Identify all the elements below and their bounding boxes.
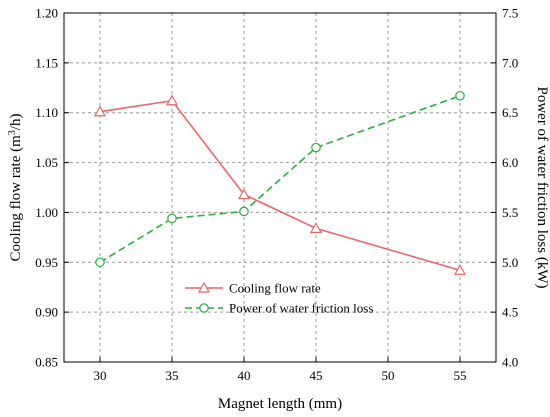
grid-lines xyxy=(64,13,496,362)
y-left-tick-label: 0.85 xyxy=(35,355,58,370)
series-1 xyxy=(93,94,467,275)
legend-marker-swatch xyxy=(199,303,209,313)
y-right-tick-label: 5.5 xyxy=(502,205,518,220)
y-left-tick-label: 0.95 xyxy=(35,255,58,270)
data-point-marker xyxy=(93,105,107,117)
y-left-tick-label: 1.10 xyxy=(35,105,58,120)
y-left-tick-label: 1.00 xyxy=(35,205,58,220)
y-axis-left-title: Cooling flow rate (m3/h) xyxy=(7,114,25,262)
data-point-marker xyxy=(309,222,323,233)
legend-marker-swatch xyxy=(197,281,211,293)
y-left-tick-label: 0.90 xyxy=(35,305,58,320)
data-point-marker xyxy=(311,142,321,153)
data-point-marker xyxy=(165,94,179,106)
data-point-marker xyxy=(167,213,177,224)
data-point-marker xyxy=(453,264,467,275)
x-axis-title: Magnet length (mm) xyxy=(218,396,342,412)
y-left-tick-label: 1.05 xyxy=(35,155,58,170)
series-line xyxy=(99,95,461,263)
series-line xyxy=(99,99,461,272)
data-point-marker xyxy=(95,257,105,268)
y-right-tick-label: 5.0 xyxy=(502,255,518,270)
x-tick-label: 50 xyxy=(382,368,395,383)
x-tick-label: 30 xyxy=(94,368,107,383)
tick-labels: 30 35 40 45 50 55 0.85 0.90 0.95 1.00 1.05 1.10 1.15… xyxy=(35,6,518,384)
y-right-tick-label: 7.5 xyxy=(502,6,518,21)
legend: Cooling flow rate Power of water friction… xyxy=(185,281,373,316)
y-left-tick-label: 1.20 xyxy=(35,6,58,21)
legend-entry: Power of water friction loss xyxy=(185,301,373,316)
plot-frame xyxy=(63,12,497,363)
y-right-tick-label: 6.5 xyxy=(502,105,518,120)
data-point-marker xyxy=(455,90,465,101)
legend-entry: Cooling flow rate xyxy=(185,281,321,296)
data-point-marker xyxy=(237,188,251,200)
y-right-tick-label: 4.5 xyxy=(502,305,518,320)
y-axis-right-title: Power of water friction loss (kW) xyxy=(534,86,550,288)
y-left-tick-label: 1.15 xyxy=(35,55,58,70)
x-tick-label: 35 xyxy=(166,368,179,383)
y-right-tick-label: 7.0 xyxy=(502,55,518,70)
series-layer xyxy=(93,90,467,275)
y-axis-left-title-main: Cooling flow rate (m xyxy=(8,135,24,262)
y-axis-left-title-superscript: 3 xyxy=(7,130,18,135)
x-tick-label: 45 xyxy=(310,368,323,383)
y-right-tick-label: 6.0 xyxy=(502,155,518,170)
tick-marks xyxy=(64,12,496,363)
y-right-tick-label: 4.0 xyxy=(502,355,518,370)
series-2 xyxy=(95,90,465,268)
legend-label: Cooling flow rate xyxy=(229,281,321,296)
legend-label: Power of water friction loss xyxy=(229,301,373,316)
x-tick-label: 55 xyxy=(454,368,467,383)
data-point-marker xyxy=(239,206,249,217)
x-tick-label: 40 xyxy=(238,368,251,383)
y-axis-left-title-unit: /h) xyxy=(8,114,24,131)
